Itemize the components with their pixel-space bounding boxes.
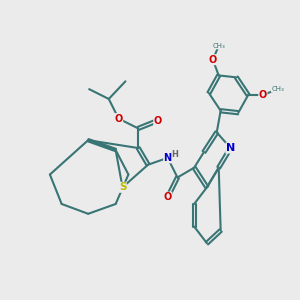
Text: O: O	[259, 90, 267, 100]
Text: O: O	[154, 116, 162, 126]
Text: O: O	[164, 192, 172, 202]
Text: CH₃: CH₃	[271, 86, 284, 92]
Text: O: O	[115, 114, 123, 124]
Text: N: N	[226, 143, 235, 153]
Text: O: O	[209, 55, 217, 65]
Text: CH₃: CH₃	[212, 43, 225, 49]
Text: S: S	[119, 182, 126, 192]
Text: N: N	[164, 153, 172, 163]
Text: H: H	[171, 150, 178, 159]
